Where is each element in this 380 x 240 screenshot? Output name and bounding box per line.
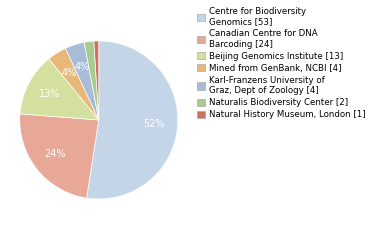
Wedge shape	[94, 41, 99, 120]
Text: 4%: 4%	[74, 62, 90, 72]
Text: 52%: 52%	[143, 119, 165, 129]
Legend: Centre for Biodiversity
Genomics [53], Canadian Centre for DNA
Barcoding [24], B: Centre for Biodiversity Genomics [53], C…	[194, 4, 368, 122]
Wedge shape	[87, 41, 178, 199]
Wedge shape	[20, 114, 99, 198]
Text: 13%: 13%	[39, 89, 60, 99]
Wedge shape	[20, 59, 99, 120]
Text: 4%: 4%	[62, 68, 77, 78]
Wedge shape	[49, 48, 99, 120]
Wedge shape	[65, 42, 99, 120]
Wedge shape	[84, 41, 99, 120]
Text: 24%: 24%	[44, 149, 66, 159]
